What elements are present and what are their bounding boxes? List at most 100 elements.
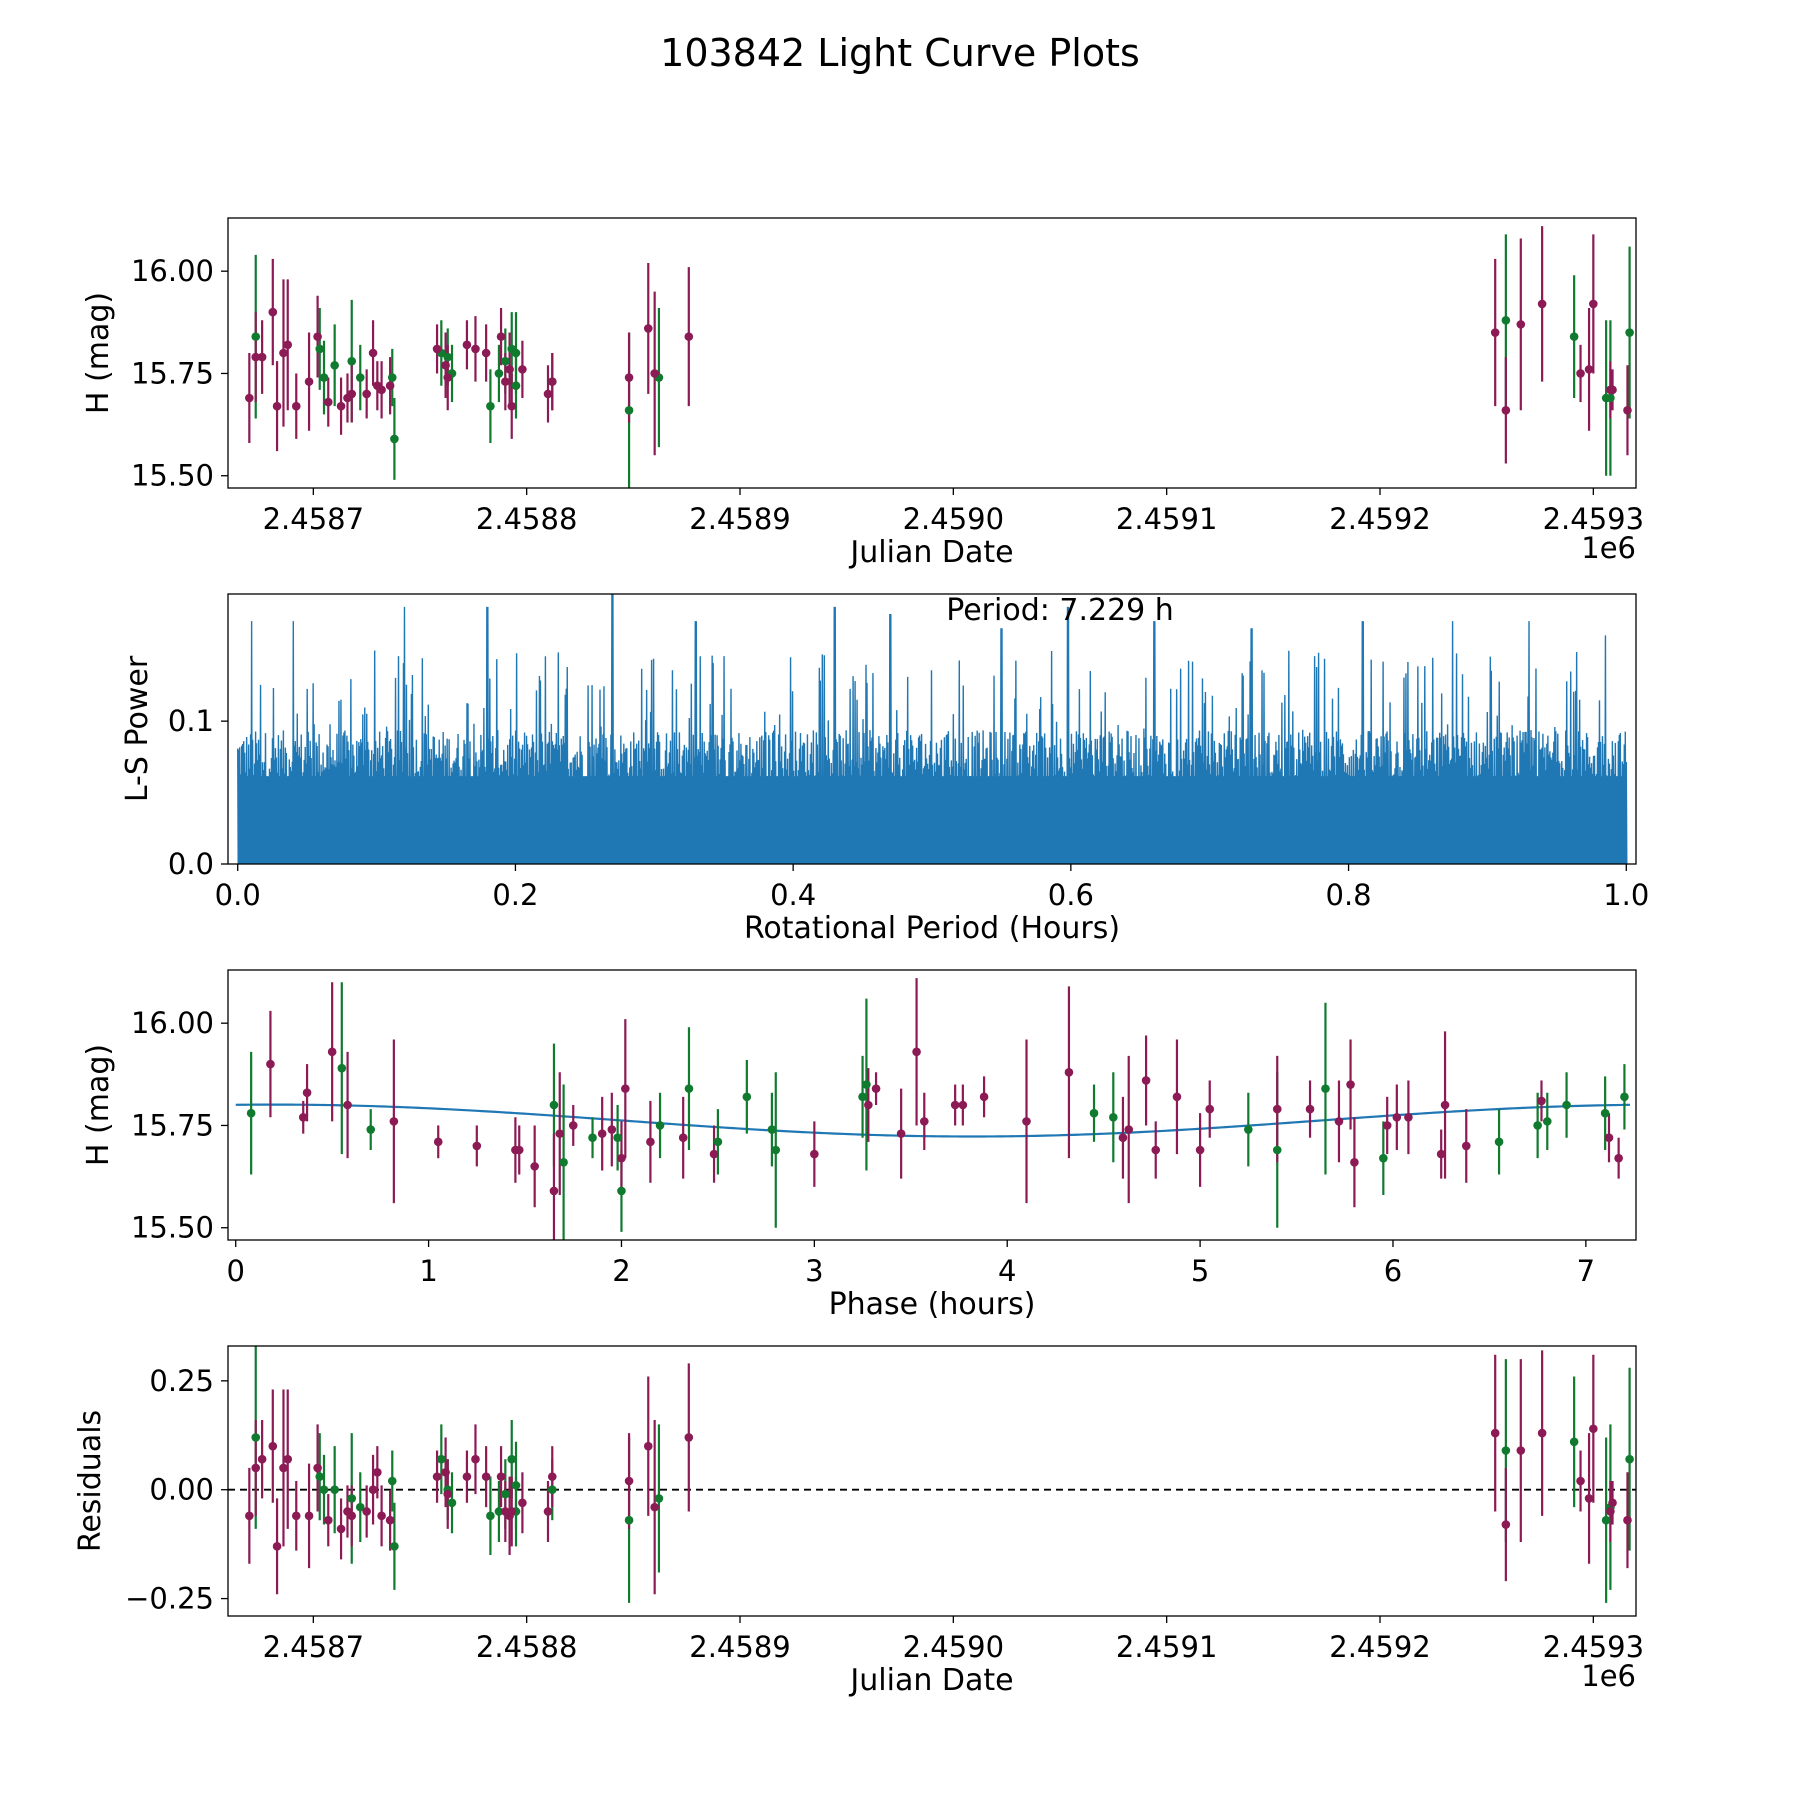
lightcurve-x-tick-label: 2.4587: [263, 502, 364, 536]
phased-point-r: [1440, 1100, 1450, 1110]
periodogram-axes-frame: [227, 593, 1637, 865]
lightcurve-point-r: [1608, 385, 1617, 395]
residuals-point-r: [1584, 1494, 1594, 1503]
residuals-point-r: [323, 1515, 333, 1525]
residuals-point-g: [347, 1494, 357, 1503]
residuals-point-g: [1601, 1515, 1611, 1525]
periodogram-y-axis-label: L-S Power: [120, 655, 155, 802]
phased-axes-frame: [227, 969, 1637, 1241]
phased-x-tick-label: 3: [805, 1254, 823, 1288]
lightcurve-point-g: [501, 356, 510, 366]
lightcurve-ticks: 2.4587 2.4588 2.4589 2.4590 2.4591 2.4592 2.45…: [131, 254, 1644, 536]
residuals-point-r: [1516, 1446, 1526, 1455]
residuals-point-r: [1623, 1515, 1632, 1525]
periodogram-x-tick-label: 0.0: [215, 878, 261, 912]
phased-point-g: [1321, 1084, 1330, 1093]
lightcurve-point-r: [624, 373, 634, 382]
residuals-point-g: [1569, 1437, 1579, 1447]
lightcurve-y-tick-label: 15.75: [131, 356, 214, 390]
phased-point-r: [1392, 1112, 1402, 1122]
phased-point-g: [1089, 1108, 1099, 1118]
phased-point-r: [1195, 1145, 1205, 1155]
phased-y-tick-label: 15.50: [131, 1211, 214, 1245]
phased-point-r: [709, 1149, 719, 1159]
lightcurve-point-r: [496, 332, 506, 341]
residuals-point-g: [251, 1433, 261, 1442]
phased-point-r: [1537, 1096, 1546, 1106]
lightcurve-point-r: [505, 365, 514, 374]
residuals-point-r: [643, 1441, 653, 1451]
residuals-point-g: [1501, 1446, 1511, 1455]
lightcurve-point-r: [385, 381, 395, 391]
residuals-x-tick-label: 2.4589: [689, 1630, 790, 1664]
lightcurve-x-axis-label: Julian Date: [848, 535, 1013, 570]
residuals-x-tick-label: 2.4588: [476, 1630, 577, 1664]
periodogram-x-tick-label: 0.4: [770, 878, 816, 912]
periodogram-x-tick-label: 0.2: [492, 878, 538, 912]
residuals-point-g: [447, 1498, 457, 1508]
lightcurve-plot-area: [245, 226, 1634, 488]
lightcurve-point-g: [390, 434, 399, 444]
residuals-point-g: [315, 1472, 325, 1481]
phased-point-r: [646, 1137, 655, 1147]
phased-point-r: [298, 1112, 308, 1122]
residuals-point-g: [437, 1454, 446, 1464]
residuals-point-r: [650, 1502, 659, 1512]
residuals-point-g: [330, 1485, 339, 1495]
lightcurve-point-g: [387, 373, 397, 382]
lightcurve-point-r: [650, 369, 659, 378]
phased-x-axis-label: Phase (hours): [829, 1287, 1036, 1322]
lightcurve-point-r: [313, 332, 322, 341]
lightcurve-point-r: [443, 373, 453, 382]
figure-title: 103842 Light Curve Plots: [660, 31, 1140, 75]
phased-point-r: [1118, 1133, 1128, 1143]
residuals-point-g: [624, 1515, 634, 1525]
phased-point-r: [555, 1129, 565, 1138]
residuals-point-r: [291, 1511, 301, 1521]
residuals-point-r: [443, 1489, 453, 1499]
phased-point-r: [1404, 1112, 1413, 1122]
phased-point-r: [607, 1125, 617, 1134]
periodogram-y-tick-label: 0.1: [168, 704, 214, 738]
lightcurve-point-r: [507, 401, 517, 411]
residuals-point-r: [245, 1511, 254, 1521]
residuals-axes-frame: [227, 1345, 1637, 1617]
lightcurve-point-g: [1625, 328, 1634, 337]
lightcurve-y-axis-label: H (mag): [81, 292, 116, 414]
phased-point-g: [771, 1145, 781, 1155]
phased-point-g: [549, 1100, 559, 1110]
periodogram-panel: 0.0 0.2 0.4 0.6 0.8 1.0 0.0 0.1 Period: 7.229 h…: [120, 593, 1649, 946]
phased-point-r: [1382, 1121, 1392, 1130]
phased-point-g: [1494, 1137, 1504, 1147]
phased-point-g: [655, 1121, 665, 1130]
lightcurve-point-g: [355, 373, 365, 382]
lightcurve-point-r: [272, 401, 282, 411]
residuals-point-r: [272, 1542, 282, 1551]
phased-point-g: [366, 1125, 376, 1134]
lightcurve-point-r: [336, 401, 346, 411]
residuals-point-r: [518, 1498, 527, 1508]
lightcurve-point-r: [268, 307, 278, 317]
phased-point-r: [1151, 1145, 1161, 1155]
lightcurve-point-r: [347, 389, 357, 399]
phased-point-r: [1305, 1104, 1315, 1114]
lightcurve-point-g: [494, 369, 504, 378]
lightcurve-point-r: [323, 397, 333, 407]
phased-point-g: [1562, 1100, 1571, 1110]
residuals-panel: 2.4587 2.4588 2.4589 2.4590 2.4591 2.4592 2.45…: [73, 1345, 1644, 1698]
residuals-point-g: [501, 1489, 510, 1499]
phased-plot-area: [235, 978, 1631, 1240]
residuals-point-g: [387, 1476, 397, 1486]
periodogram-x-tick-label: 0.6: [1048, 878, 1094, 912]
lightcurve-point-g: [443, 352, 453, 362]
lightcurve-axes-frame: [227, 217, 1637, 489]
lightcurve-point-g: [347, 356, 357, 366]
lightcurve-point-r: [279, 348, 288, 358]
residuals-point-g: [547, 1485, 557, 1495]
residuals-x-offset-label: 1e6: [1581, 1659, 1636, 1693]
residuals-point-r: [543, 1507, 553, 1516]
residuals-point-g: [494, 1507, 504, 1516]
phased-point-r: [568, 1121, 578, 1130]
lightcurve-point-g: [315, 344, 325, 354]
